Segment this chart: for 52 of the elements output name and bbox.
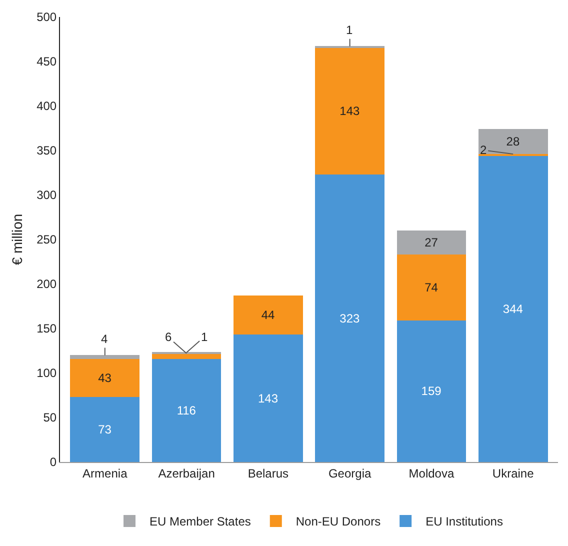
data-label: 27 bbox=[424, 236, 438, 250]
data-label: 323 bbox=[340, 311, 360, 326]
data-label: 116 bbox=[176, 403, 196, 418]
data-label: 1 bbox=[201, 330, 208, 344]
bar bbox=[478, 156, 548, 462]
bar bbox=[152, 353, 222, 359]
data-label: 143 bbox=[258, 391, 278, 406]
data-label: 143 bbox=[340, 104, 360, 118]
bar bbox=[152, 358, 222, 462]
y-tick-label: 50 bbox=[43, 410, 57, 425]
y-tick-label: 150 bbox=[36, 322, 57, 336]
data-label: 1 bbox=[346, 23, 353, 37]
y-axis-title: € million bbox=[9, 214, 25, 266]
data-label: 43 bbox=[98, 370, 112, 385]
bar bbox=[396, 230, 466, 255]
legend-label: Non-EU Donors bbox=[296, 514, 381, 529]
data-label: 159 bbox=[421, 384, 442, 398]
bar bbox=[315, 47, 385, 175]
bar bbox=[233, 334, 303, 462]
x-tick-label: Georgia bbox=[328, 466, 372, 480]
y-tick-label: 300 bbox=[36, 188, 57, 202]
y-tick-label: 200 bbox=[36, 277, 57, 292]
y-tick-label: 0 bbox=[50, 455, 57, 470]
bar bbox=[396, 320, 466, 462]
bar bbox=[478, 129, 548, 154]
x-tick-label: Armenia bbox=[82, 466, 128, 480]
data-label: 28 bbox=[506, 134, 520, 149]
bar bbox=[70, 358, 140, 398]
x-tick-label: Ukraine bbox=[492, 466, 534, 480]
y-tick-label: 250 bbox=[36, 232, 57, 247]
data-label: 4 bbox=[101, 332, 108, 346]
data-label: 74 bbox=[424, 280, 438, 295]
y-tick-label: 100 bbox=[36, 366, 57, 380]
y-tick-label: 350 bbox=[36, 144, 57, 158]
x-tick-label: Azerbaijan bbox=[158, 466, 215, 480]
data-label: 344 bbox=[502, 302, 524, 316]
data-label: 2 bbox=[480, 143, 487, 157]
x-tick-label: Belarus bbox=[248, 466, 289, 480]
y-tick-label: 400 bbox=[36, 99, 57, 114]
y-tick-label: 500 bbox=[36, 10, 57, 24]
bar bbox=[233, 296, 303, 335]
data-label: 73 bbox=[98, 422, 112, 437]
legend-label: EU Institutions bbox=[426, 514, 503, 529]
x-tick-label: Moldova bbox=[408, 466, 454, 480]
bar bbox=[70, 355, 140, 359]
data-label: 44 bbox=[261, 308, 276, 322]
y-tick-label: 450 bbox=[36, 54, 57, 69]
bar bbox=[70, 397, 140, 462]
data-label: 6 bbox=[165, 330, 172, 344]
bar bbox=[396, 254, 466, 320]
bar bbox=[315, 174, 385, 462]
legend-label: EU Member States bbox=[150, 514, 251, 529]
